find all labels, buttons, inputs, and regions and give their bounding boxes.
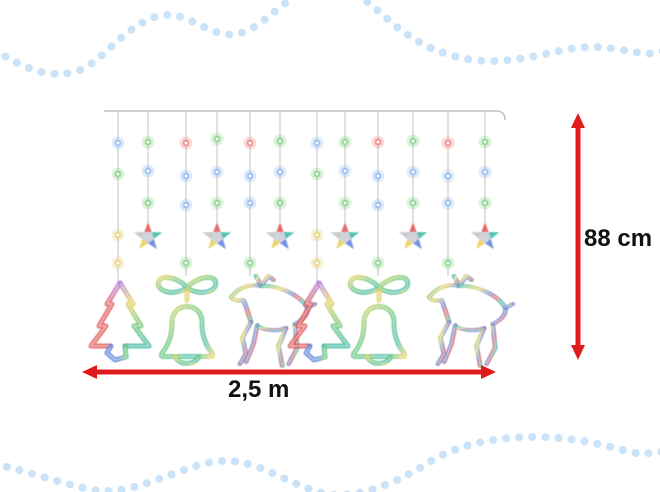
- star-figure: [398, 222, 428, 250]
- led-lights: [371, 135, 385, 270]
- top-wave: [0, 0, 660, 78]
- led-lights: [406, 134, 420, 210]
- led-lights: [478, 135, 492, 210]
- deer-figure: [426, 274, 516, 368]
- led-lights: [243, 136, 257, 270]
- tree-figure: [287, 280, 351, 363]
- star-figure: [202, 222, 232, 250]
- led-lights: [111, 136, 125, 270]
- bottom-wave: [0, 432, 660, 492]
- height-arrow: [571, 113, 585, 360]
- star-figure: [133, 222, 163, 250]
- tree-figure: [88, 280, 152, 363]
- star-figure: [330, 222, 360, 250]
- led-lights: [179, 136, 193, 270]
- star-figure: [265, 222, 295, 250]
- led-lights: [273, 134, 287, 210]
- width-arrow: [82, 365, 496, 379]
- star-figure: [470, 222, 500, 250]
- led-lights: [310, 136, 324, 270]
- led-lights: [141, 135, 155, 210]
- bell-figure: [155, 275, 219, 366]
- curtain-wire: [104, 110, 506, 121]
- height-dimension-label: 88 cm: [584, 225, 653, 252]
- led-lights: [338, 135, 352, 210]
- led-lights: [210, 132, 224, 210]
- bell-figure: [347, 275, 411, 366]
- led-lights: [441, 136, 455, 270]
- width-dimension-label: 2,5 m: [228, 376, 290, 403]
